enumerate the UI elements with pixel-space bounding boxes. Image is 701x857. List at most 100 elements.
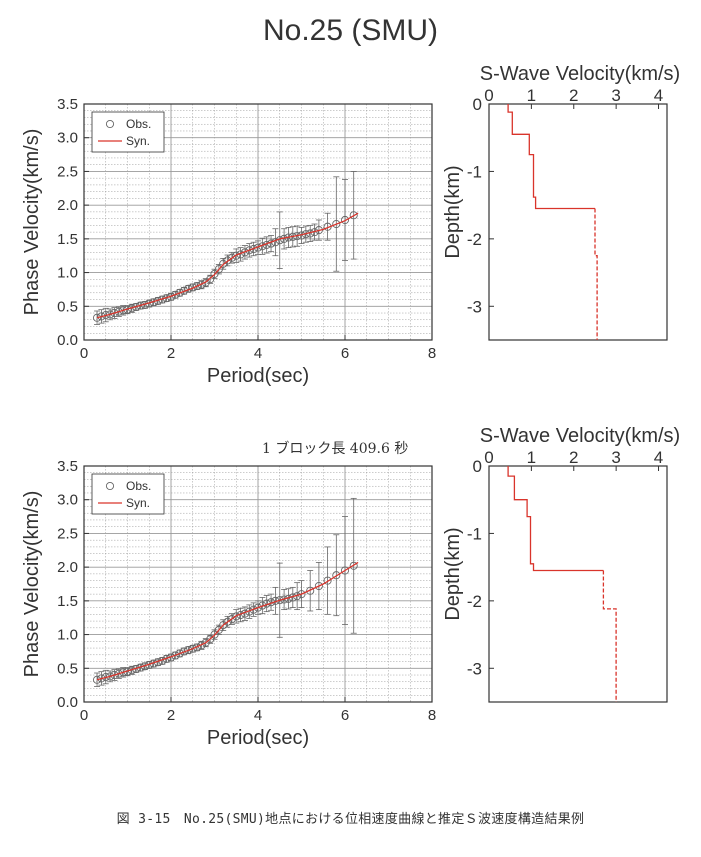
x-tick-label: 3 xyxy=(611,448,620,467)
x-tick-label: 0 xyxy=(80,707,88,724)
x-tick-label: 0 xyxy=(484,86,493,105)
figure-caption: 図 3-15 No.25(SMU)地点における位相速度曲線と推定Ｓ波速度構造結果… xyxy=(116,812,585,827)
x-axis-label: Period(sec) xyxy=(207,727,309,749)
obs-point xyxy=(188,283,197,292)
legend: Obs. Syn. xyxy=(91,473,165,515)
y-tick-label: 2.0 xyxy=(57,559,78,576)
obs-point xyxy=(193,643,202,652)
x-tick-label: 1 xyxy=(527,86,536,105)
x-tick-label: 6 xyxy=(341,707,349,724)
obs-point xyxy=(188,644,197,653)
syn-line xyxy=(96,561,359,681)
y-tick-label: 0 xyxy=(473,457,482,476)
obs-point xyxy=(332,219,341,229)
obs-point xyxy=(349,211,358,220)
obs-point xyxy=(179,286,189,295)
obs-point xyxy=(232,612,241,621)
obs-point xyxy=(232,251,241,260)
obs-point xyxy=(175,288,184,297)
velocity-profile-line xyxy=(507,466,604,572)
obs-point xyxy=(323,576,332,585)
y-tick-label: -2 xyxy=(467,230,482,249)
obs-point xyxy=(253,603,263,612)
y-axis-label: Depth(km) xyxy=(442,165,464,258)
y-tick-label: 1.0 xyxy=(57,265,78,282)
obs-point xyxy=(245,246,254,255)
obs-point xyxy=(175,649,184,658)
obs-point xyxy=(93,313,102,322)
obs-point xyxy=(227,615,236,624)
y-tick-label: -1 xyxy=(467,524,482,543)
legend-syn-label: Syn. xyxy=(126,496,150,510)
y-tick-label: 3.5 xyxy=(57,458,78,475)
obs-point xyxy=(136,301,145,310)
obs-point xyxy=(97,312,106,321)
chart-title: S-Wave Velocity(km/s) xyxy=(480,425,680,447)
observed-series xyxy=(93,171,358,325)
obs-point xyxy=(306,586,315,595)
obs-point xyxy=(349,561,358,570)
y-tick-label: 1.5 xyxy=(57,593,78,610)
x-tick-label: 4 xyxy=(254,345,262,362)
x-tick-label: 2 xyxy=(167,707,175,724)
y-tick-label: -1 xyxy=(467,162,482,181)
obs-point xyxy=(275,596,284,605)
x-tick-label: 4 xyxy=(254,707,262,724)
obs-point xyxy=(197,641,206,650)
legend-syn-label: Syn. xyxy=(126,134,150,148)
velocity-profile-line xyxy=(507,104,595,210)
phase-velocity-chart: 0 2 4 6 8 0.0 0.5 1.0 1.5 2.0 2.5 3.0 3.5 Period(sec)… xyxy=(21,458,436,749)
obs-point xyxy=(97,674,106,683)
obs-point xyxy=(119,306,128,315)
velocity-profile-dashed xyxy=(594,208,598,340)
obs-point xyxy=(223,617,232,626)
legend-obs-label: Obs. xyxy=(126,479,151,493)
page-title: No.25 (SMU) xyxy=(262,14,439,47)
legend-obs-marker xyxy=(105,481,115,491)
obs-point xyxy=(249,244,258,254)
obs-point xyxy=(223,256,232,265)
obs-point xyxy=(106,672,115,681)
y-tick-label: 1.0 xyxy=(57,627,78,644)
legend-obs-marker xyxy=(105,119,115,129)
obs-point xyxy=(249,605,258,614)
obs-point xyxy=(171,651,180,660)
x-axis-label: Period(sec) xyxy=(207,365,309,387)
plot-frame xyxy=(488,465,668,703)
syn-line xyxy=(96,212,359,319)
x-tick-label: 2 xyxy=(167,345,175,362)
x-tick-label: 2 xyxy=(569,86,578,105)
legend-box xyxy=(91,473,165,515)
chart-title: S-Wave Velocity(km/s) xyxy=(480,63,680,85)
obs-point xyxy=(110,308,119,318)
velocity-profile-chart: 0 1 2 3 4 0 -1 -2 -3 S-Wave Velocity(km/s) Depth(k… xyxy=(442,425,680,703)
phase-velocity-chart: 0 2 4 6 8 0.0 0.5 1.0 1.5 2.0 2.5 3.0 3.5 Period(sec)… xyxy=(21,96,436,387)
y-tick-label: 0 xyxy=(473,95,482,114)
obs-point xyxy=(184,646,193,655)
legend: Obs. Syn. xyxy=(91,111,165,153)
legend-box xyxy=(91,111,165,153)
obs-point xyxy=(114,669,123,678)
obs-point xyxy=(171,290,180,299)
x-tick-label: 4 xyxy=(654,448,663,467)
y-tick-label: -3 xyxy=(467,297,482,316)
y-tick-label: 0.0 xyxy=(57,332,78,349)
x-tick-label: 0 xyxy=(484,448,493,467)
y-tick-label: -2 xyxy=(467,592,482,611)
x-tick-label: 8 xyxy=(428,707,436,724)
y-tick-label: 3.0 xyxy=(57,492,78,509)
y-tick-label: 2.5 xyxy=(57,525,78,542)
block-length-note: 1 ブロック長 409.6 秒 xyxy=(262,441,409,457)
x-tick-label: 6 xyxy=(341,345,349,362)
y-tick-label: 0.0 xyxy=(57,694,78,711)
obs-point xyxy=(340,215,350,225)
legend-obs-label: Obs. xyxy=(126,117,151,131)
y-tick-label: 2.5 xyxy=(57,163,78,180)
y-tick-label: 2.0 xyxy=(57,197,78,214)
y-axis-label: Phase Velocity(km/s) xyxy=(21,129,43,316)
obs-point xyxy=(297,590,306,599)
obs-point xyxy=(179,647,189,656)
x-tick-label: 8 xyxy=(428,345,436,362)
x-tick-label: 0 xyxy=(80,345,88,362)
